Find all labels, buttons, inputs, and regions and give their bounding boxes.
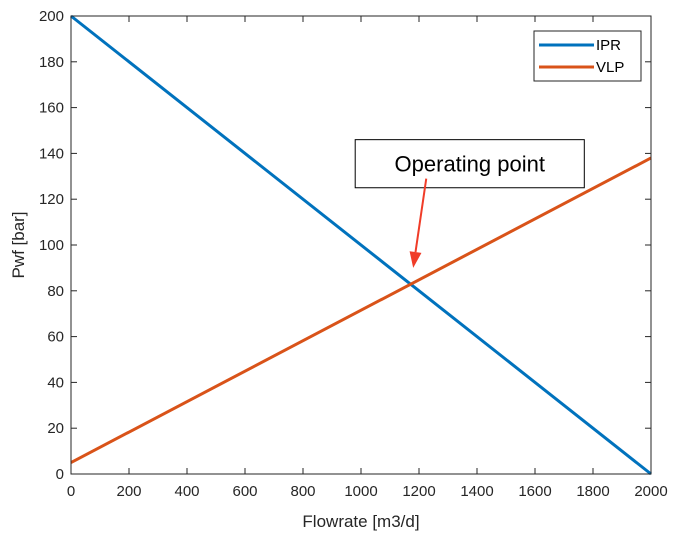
y-tick-label: 20 (47, 420, 64, 437)
y-tick-label: 80 (47, 283, 64, 300)
y-tick-label: 120 (39, 191, 64, 208)
y-tick-label: 160 (39, 100, 64, 117)
x-ticks: 0 200 400 600 800 1000 1200 1400 1600 1800 2000 (67, 16, 668, 500)
series-line-ipr (70, 14, 652, 476)
x-tick-label: 200 (116, 483, 141, 500)
legend-entry-ipr: IPR (596, 37, 621, 54)
y-tick-label: 60 (47, 329, 64, 346)
series-layer (70, 14, 652, 476)
y-tick-label: 100 (39, 237, 64, 254)
x-tick-label: 1000 (344, 483, 377, 500)
series-line-vlp (70, 156, 652, 464)
x-axis-label: Flowrate [m3/d] (302, 512, 419, 531)
y-tick-label: 180 (39, 54, 64, 71)
y-tick-label: 200 (39, 8, 64, 25)
y-axis-label: Pwf [bar] (9, 211, 28, 278)
x-tick-label: 1200 (402, 483, 435, 500)
annotation-box (354, 139, 585, 189)
x-tick-label: 0 (67, 483, 75, 500)
y-tick-label: 0 (56, 466, 64, 483)
y-ticks: 0 20 40 60 80 100 120 140 160 180 200 (39, 8, 651, 483)
annotation-arrowhead (409, 251, 422, 268)
legend-box (533, 30, 642, 82)
plot-frame (70, 15, 652, 475)
legend: IPR VLP (533, 30, 642, 82)
x-tick-label: 2000 (634, 483, 667, 500)
annotation-arrow (414, 178, 428, 253)
x-tick-label: 1400 (460, 483, 493, 500)
x-tick-label: 1800 (576, 483, 609, 500)
y-tick-label: 140 (39, 145, 64, 162)
x-tick-label: 800 (290, 483, 315, 500)
x-tick-label: 600 (232, 483, 257, 500)
x-tick-label: 1600 (518, 483, 551, 500)
y-tick-label: 40 (47, 374, 64, 391)
annotation-text: Operating point (395, 152, 545, 177)
x-tick-label: 400 (174, 483, 199, 500)
annotation: Operating point (354, 139, 585, 268)
legend-entry-vlp: VLP (596, 59, 624, 76)
